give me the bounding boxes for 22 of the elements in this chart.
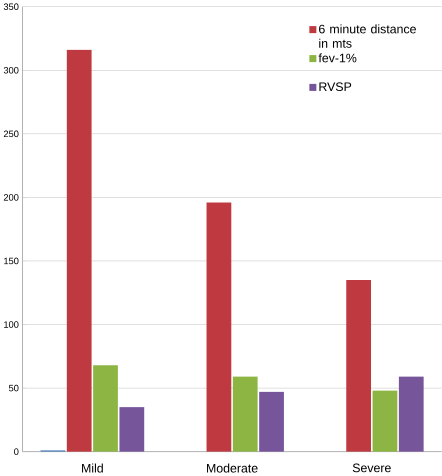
x-tick-label: Moderate	[206, 464, 258, 473]
y-tick-label: 0	[14, 448, 18, 455]
y-tick-label: 300	[4, 66, 18, 74]
y-tick-label: 350	[4, 3, 18, 10]
y-tick-label: 100	[4, 321, 18, 328]
bar	[259, 392, 284, 452]
bar	[232, 376, 258, 452]
bar	[206, 202, 232, 452]
bar	[346, 280, 371, 452]
y-tick-label: 250	[4, 130, 18, 138]
bar	[93, 365, 118, 452]
y-tick-label: 150	[4, 258, 18, 264]
y-tick-label: 50	[8, 384, 18, 392]
legend-label: fev-1%	[318, 53, 356, 62]
bar	[119, 407, 144, 452]
x-tick-label: Mild	[82, 464, 103, 473]
bar	[66, 50, 92, 452]
legend-label: RVSP	[319, 82, 352, 92]
x-tick-label: Severe	[352, 464, 391, 472]
y-tick-label: 200	[4, 194, 18, 201]
bar	[398, 376, 424, 452]
bar	[372, 390, 398, 452]
